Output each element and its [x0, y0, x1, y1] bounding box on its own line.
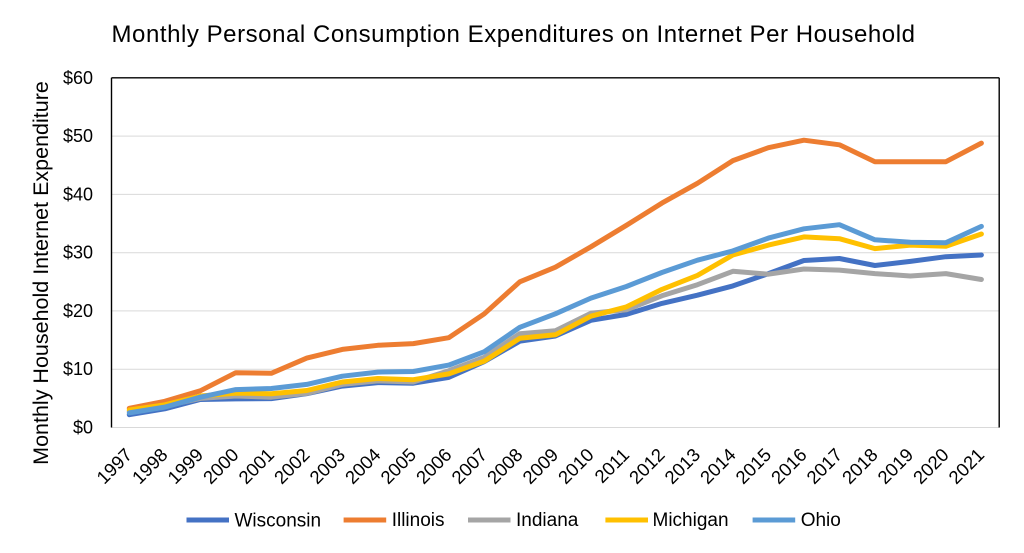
svg-text:$10: $10 [63, 359, 93, 379]
svg-text:Wisconsin: Wisconsin [235, 511, 322, 532]
svg-text:Michigan: Michigan [653, 510, 729, 531]
svg-text:$0: $0 [73, 418, 93, 438]
svg-text:$60: $60 [63, 68, 93, 88]
svg-text:Monthly Personal Consumption E: Monthly Personal Consumption Expenditure… [112, 21, 916, 48]
svg-text:$50: $50 [63, 126, 93, 146]
svg-text:Monthly Household Internet Exp: Monthly Household Internet Expenditure [29, 81, 53, 465]
svg-text:Ohio: Ohio [801, 510, 841, 531]
svg-text:$20: $20 [63, 301, 93, 321]
svg-text:$30: $30 [63, 243, 93, 263]
svg-text:$40: $40 [63, 184, 93, 204]
svg-text:Indiana: Indiana [516, 510, 579, 531]
svg-text:Illinois: Illinois [392, 510, 445, 531]
